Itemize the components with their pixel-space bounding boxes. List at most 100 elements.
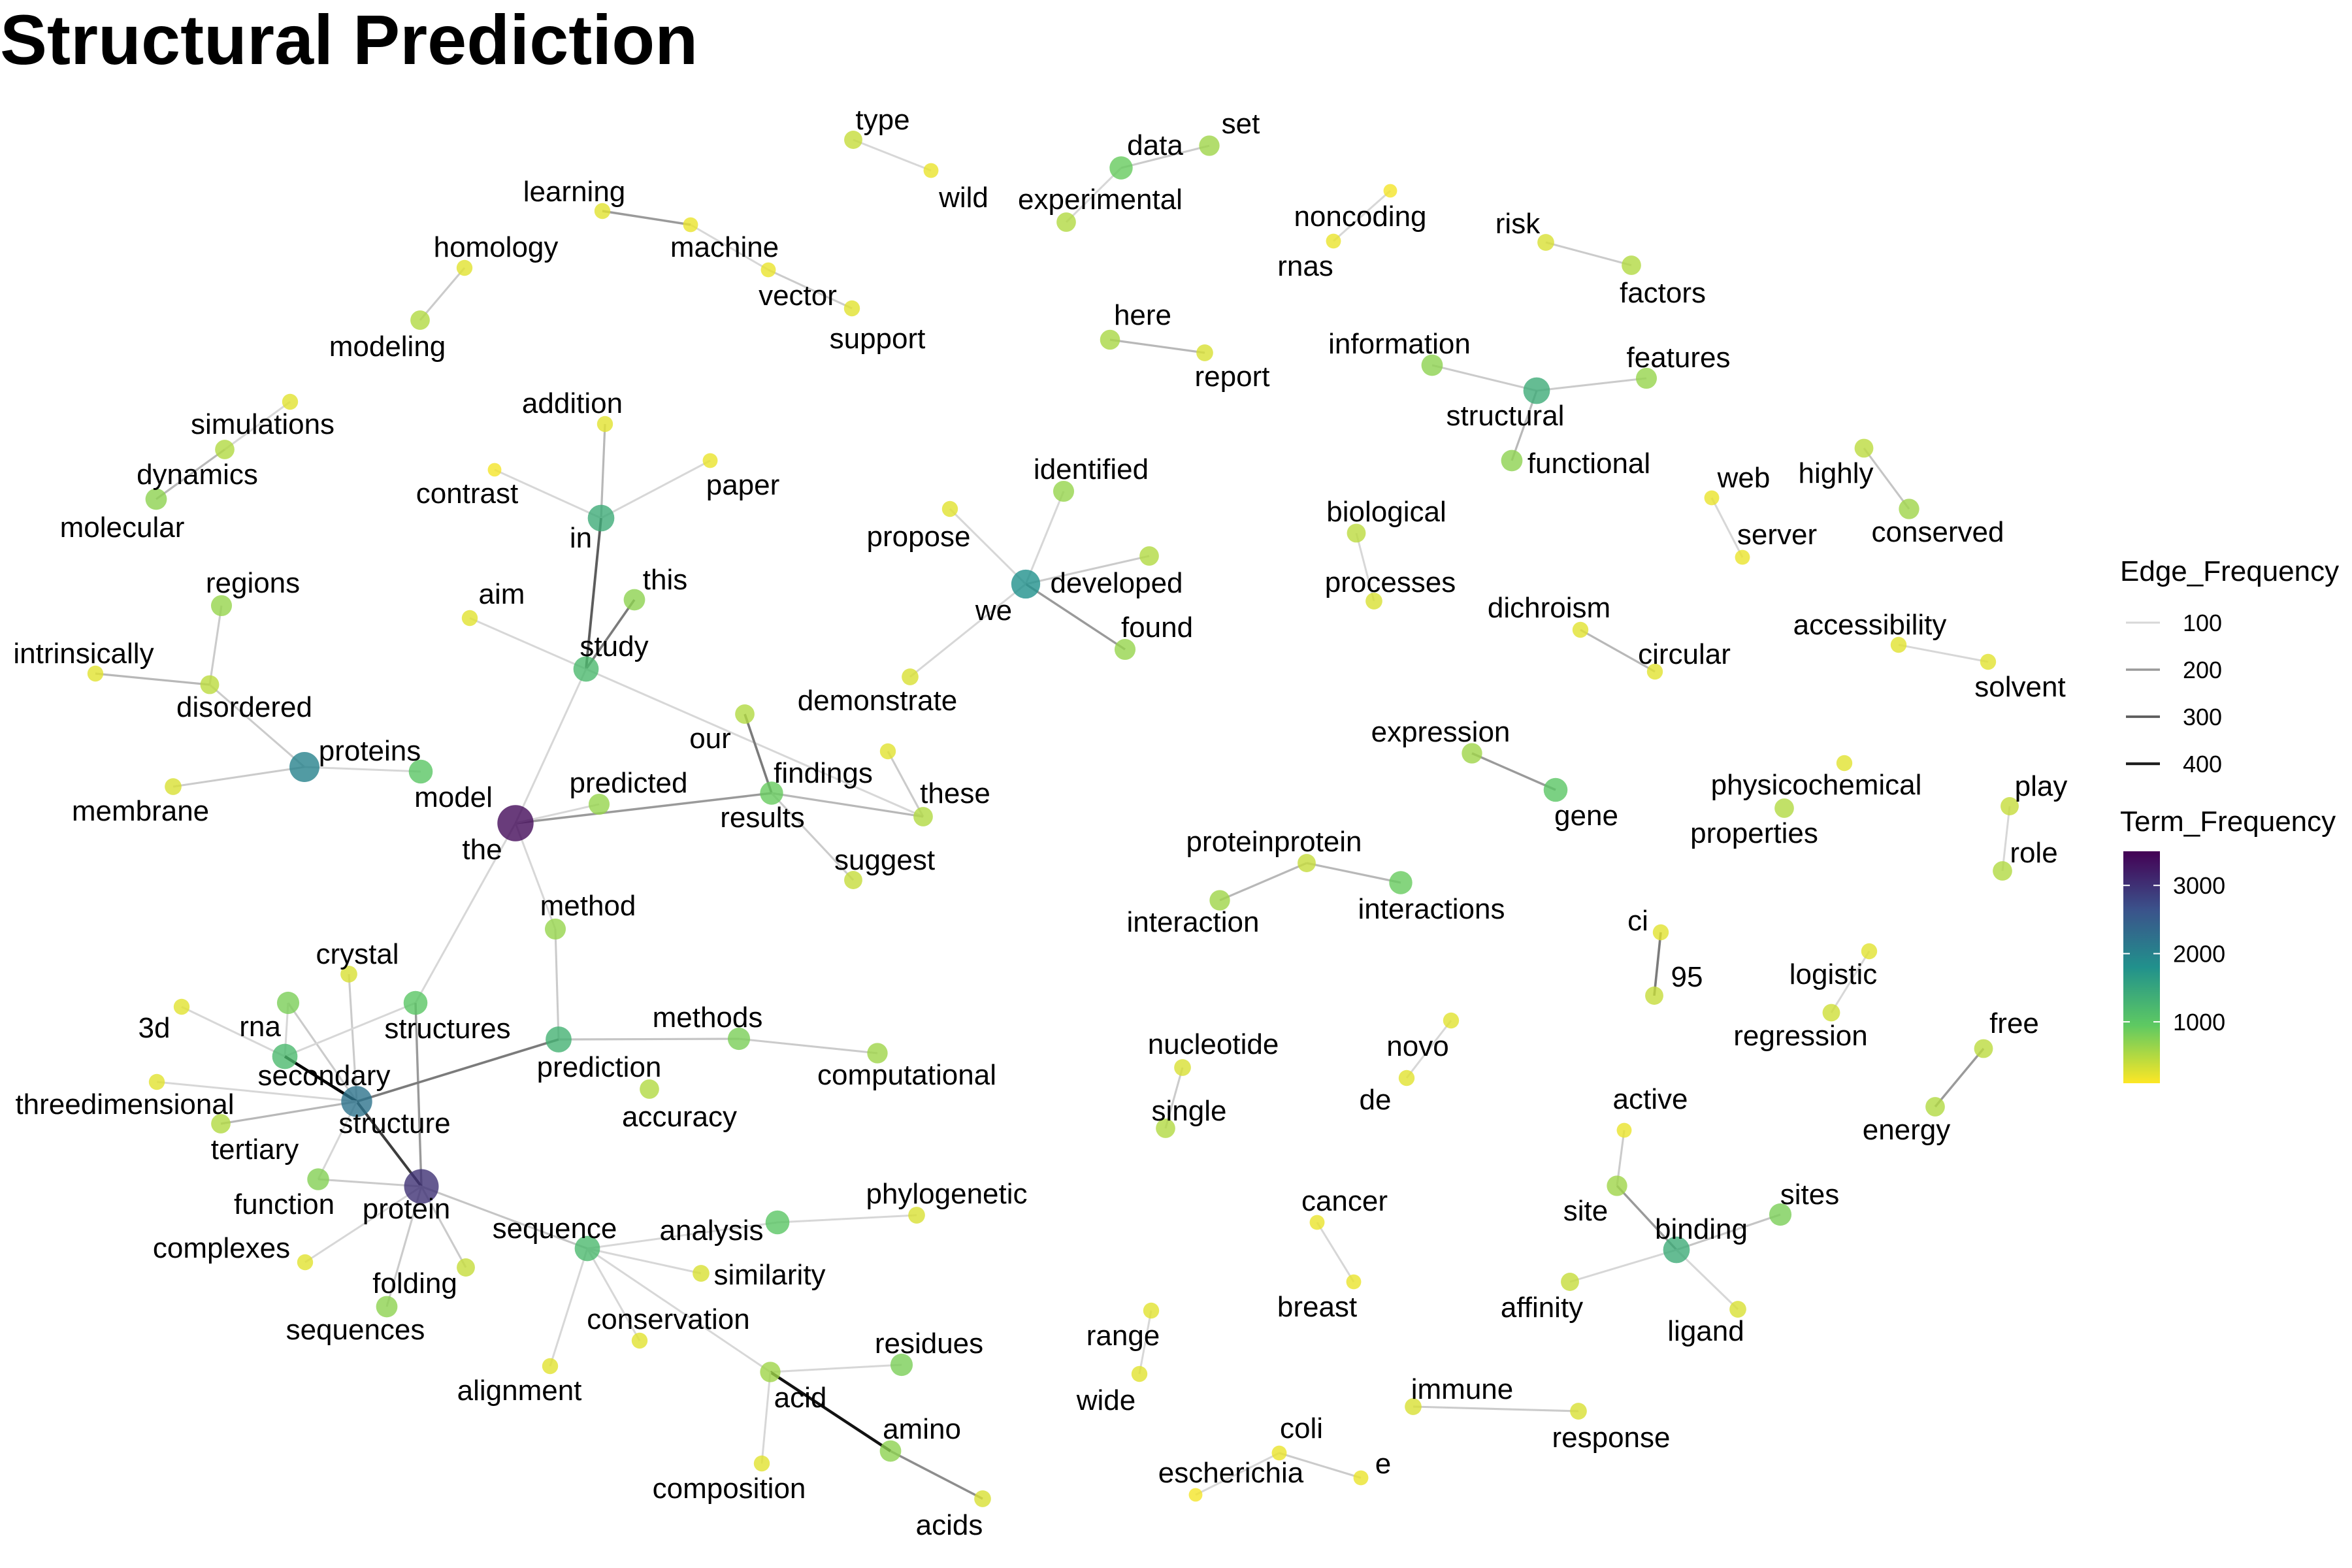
edge-results-these xyxy=(771,792,924,818)
node-label-interaction: interaction xyxy=(1126,906,1259,938)
edges-layer xyxy=(95,139,2011,1500)
node-label-findings: findings xyxy=(774,757,873,789)
node-label-tertiary: tertiary xyxy=(211,1134,299,1166)
node-label-noncoding: noncoding xyxy=(1294,201,1426,233)
node-modeling xyxy=(410,310,430,330)
node-label-wild: wild xyxy=(938,182,988,214)
edge-data-experimental xyxy=(1065,167,1122,223)
node-label-intrinsically: intrinsically xyxy=(13,638,154,670)
node-label-molecular: molecular xyxy=(60,512,185,544)
edge-nucleotide-single xyxy=(1164,1067,1184,1129)
node-processes xyxy=(1365,593,1382,610)
node-label-structure: structure xyxy=(338,1107,450,1139)
node-label-developed: developed xyxy=(1050,567,1183,599)
node-residues xyxy=(890,1353,913,1377)
node-biological xyxy=(1347,523,1366,543)
term-legend-title: Term_Frequency xyxy=(2120,806,2336,838)
node-ci xyxy=(1652,924,1669,941)
node-label-similarity: similarity xyxy=(713,1259,825,1291)
node-model xyxy=(408,759,433,784)
node-label-sequence: sequence xyxy=(493,1213,617,1245)
edge-structures-secondary xyxy=(284,1002,416,1058)
edge-machine-vector xyxy=(690,223,769,271)
node-demonstrate xyxy=(902,668,919,685)
edge-in-study xyxy=(585,517,602,670)
node-molecular xyxy=(145,488,167,510)
node-label-server: server xyxy=(1737,519,1817,551)
edge-disordered-proteins xyxy=(208,683,306,768)
edge-dynamics-molecular xyxy=(155,448,225,500)
node-sites xyxy=(1769,1203,1792,1226)
node-affinity xyxy=(1561,1273,1579,1291)
node-label-learning: learning xyxy=(523,176,626,208)
node-label-simulations: simulations xyxy=(191,408,335,440)
node-type xyxy=(844,131,862,149)
edge-structural-features xyxy=(1536,377,1647,392)
node-vector xyxy=(760,262,776,278)
edge-crystal-structure xyxy=(348,973,358,1102)
node-label-addition: addition xyxy=(522,387,623,419)
node-dynamics xyxy=(215,440,235,459)
node-label-escherichia: escherichia xyxy=(1158,1457,1304,1489)
node-factors xyxy=(1622,255,1641,275)
node-label-propose: propose xyxy=(866,521,970,553)
node-wide xyxy=(1131,1365,1148,1382)
node-label-alignment: alignment xyxy=(457,1375,582,1407)
node-method xyxy=(544,918,566,940)
edge-web-server xyxy=(1710,497,1744,558)
node-information xyxy=(1421,354,1443,376)
node-immune xyxy=(1405,1398,1422,1415)
node-single xyxy=(1156,1119,1175,1138)
edge-dichroism-circular xyxy=(1580,629,1656,673)
node-label-threedimensional: threedimensional xyxy=(15,1088,234,1120)
edge-sequence-analysis xyxy=(587,1221,778,1250)
edge-intrinsically-disordered xyxy=(95,672,210,686)
node-label-energy: energy xyxy=(1863,1114,1951,1146)
node-aim xyxy=(461,610,478,627)
node-sequences xyxy=(376,1296,398,1318)
node-label-report: report xyxy=(1195,361,1270,393)
node-suggest xyxy=(844,871,862,889)
node-paper xyxy=(702,453,718,468)
edge-membrane-proteins xyxy=(172,766,305,788)
node-label-prediction: prediction xyxy=(537,1051,662,1083)
node-label-acids: acids xyxy=(916,1509,983,1541)
chart-title: Structural Prediction xyxy=(0,0,698,79)
node-predicted xyxy=(588,793,610,815)
node-label-conserved: conserved xyxy=(1871,516,2004,548)
node-conservation xyxy=(631,1332,648,1349)
edge-highly-conserved xyxy=(1863,448,1910,510)
edge-risk-factors xyxy=(1545,241,1632,267)
node-logistic xyxy=(1861,943,1878,960)
edge-play-role xyxy=(2001,806,2011,872)
edge-vector-support xyxy=(768,269,853,310)
node-phylogenetic xyxy=(908,1207,925,1224)
edge-legend-label-400: 400 xyxy=(2183,751,2222,777)
node-label-highly: highly xyxy=(1799,457,1874,489)
node-label-single: single xyxy=(1152,1095,1227,1127)
node-label-contrast: contrast xyxy=(416,478,519,510)
edge-legend-label-100: 100 xyxy=(2183,610,2222,636)
node-label-response: response xyxy=(1552,1422,1670,1454)
edge-ci-95 xyxy=(1653,932,1662,996)
edge-noncoding-rnas xyxy=(1333,189,1391,242)
node-label-proteinprotein: proteinprotein xyxy=(1186,826,1362,858)
node-label-modeling: modeling xyxy=(329,331,446,363)
edge-structure-prediction xyxy=(356,1038,559,1103)
node-label-functional: functional xyxy=(1527,448,1650,480)
node-label-here: here xyxy=(1114,299,1171,331)
edge-legend-title: Edge_Frequency xyxy=(2120,555,2339,587)
edge-legend-label-200: 200 xyxy=(2183,657,2222,683)
node-label-free: free xyxy=(1989,1007,2039,1039)
edge-structures-protein xyxy=(414,1002,423,1187)
node-tertiary xyxy=(211,1114,231,1134)
edge-protein-complexes xyxy=(304,1185,422,1264)
node-label-protein: protein xyxy=(363,1193,451,1225)
edge-the-method xyxy=(514,823,557,930)
edge-information-structural xyxy=(1431,364,1537,392)
node-report xyxy=(1196,344,1213,361)
node-free xyxy=(1974,1039,1993,1058)
node-e xyxy=(1353,1470,1369,1486)
edge-identified-we xyxy=(1024,491,1065,585)
